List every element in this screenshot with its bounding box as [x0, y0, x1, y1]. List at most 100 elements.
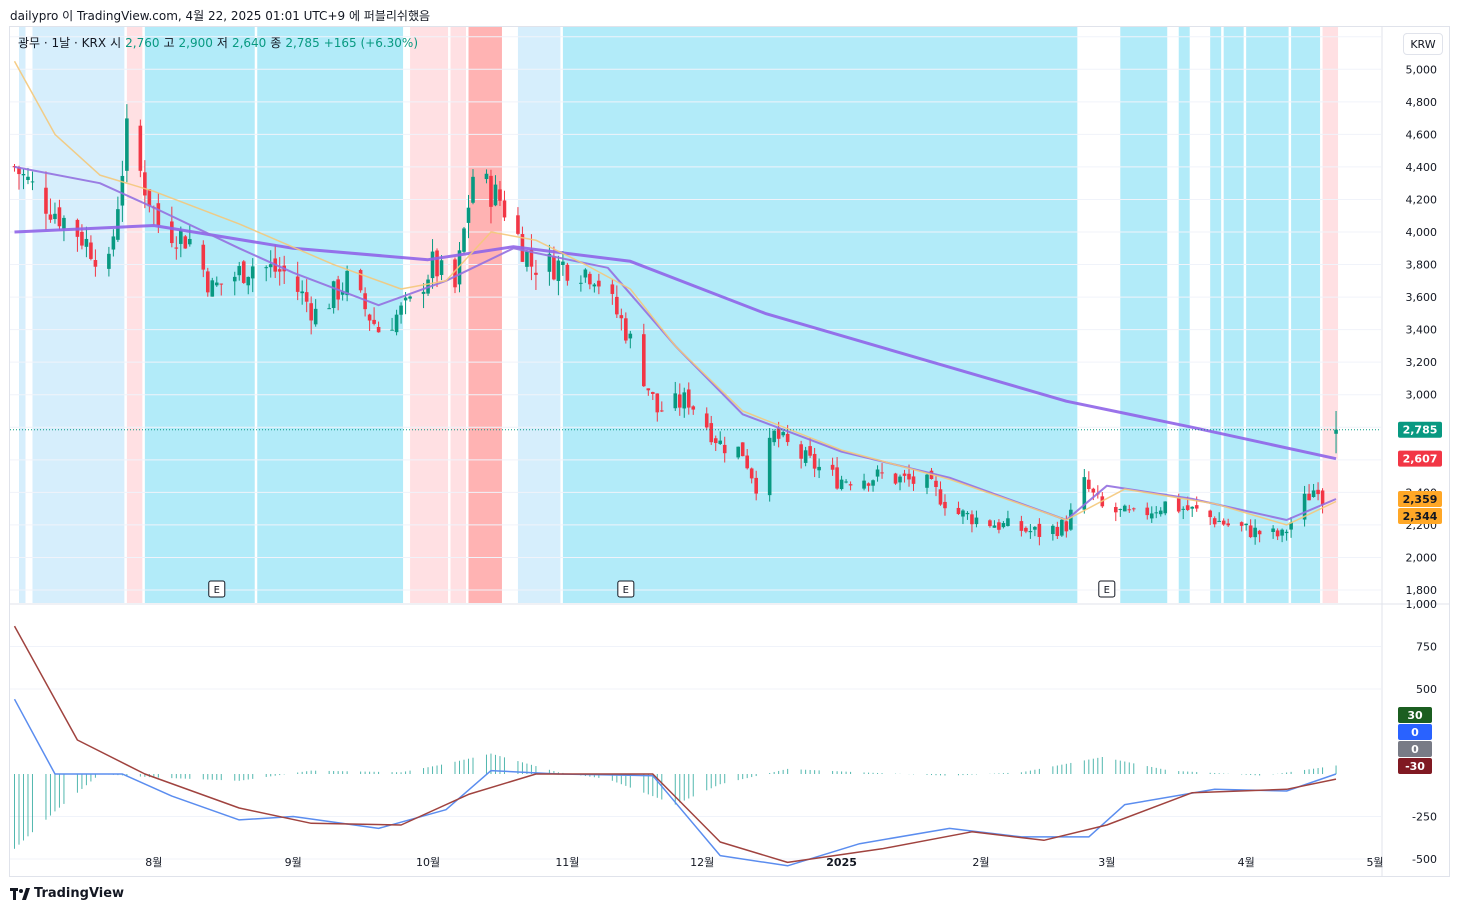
candle-body — [1320, 490, 1325, 505]
price-tag-label: 2,344 — [1403, 510, 1438, 523]
moving-average-line — [13, 60, 1337, 526]
candle-body — [17, 167, 21, 175]
indicator-axis-tick: 750 — [1416, 641, 1437, 654]
legend-change: +165 (+6.30%) — [323, 35, 419, 50]
candle-body — [107, 253, 111, 269]
price-axis-tick: 4,200 — [1406, 193, 1438, 206]
price-tag — [1398, 491, 1442, 508]
candle-body — [358, 270, 363, 291]
candle-body — [682, 392, 687, 409]
candle-body — [183, 236, 188, 249]
candle-body — [956, 507, 961, 515]
candle-body — [1176, 497, 1181, 512]
candle-body — [1028, 531, 1033, 533]
candle-body — [1087, 479, 1091, 490]
legend-symbol[interactable]: 광무 · 1날 · KRX — [18, 36, 107, 50]
candle-body — [498, 189, 502, 201]
candle-body — [1284, 531, 1289, 534]
candle-body — [547, 253, 552, 272]
candle-body — [457, 250, 462, 285]
legend-close-label: 종 — [270, 36, 282, 50]
candle-body — [237, 266, 242, 276]
candle-body — [767, 437, 772, 496]
earnings-marker — [208, 580, 226, 598]
time-axis-tick: 4월 — [1238, 856, 1255, 869]
earnings-marker — [617, 580, 635, 598]
signal-band — [1322, 27, 1339, 603]
price-axis-tick: 4,600 — [1406, 128, 1438, 141]
candle-body — [363, 293, 367, 310]
candle-body — [785, 433, 790, 443]
candle-body — [642, 334, 646, 387]
candle-body — [1208, 510, 1212, 518]
candle-body — [143, 172, 147, 196]
candle-body — [1221, 520, 1226, 525]
price-axis-tick: 2,000 — [1406, 551, 1438, 564]
candle-body — [138, 125, 143, 171]
signal-band — [1223, 27, 1244, 603]
candle-body — [57, 207, 62, 227]
price-axis-tick: 3,400 — [1406, 324, 1438, 337]
candle-body — [943, 501, 947, 509]
candle-body — [880, 472, 884, 474]
price-axis-tick: 3,600 — [1406, 291, 1438, 304]
candle-body — [44, 187, 48, 214]
candle-body — [848, 484, 853, 486]
candle-body — [862, 480, 866, 489]
candle-body — [650, 392, 655, 394]
candle-body — [709, 423, 714, 443]
indicator-axis-tick: 500 — [1416, 683, 1437, 696]
candle-body — [376, 326, 381, 333]
candle-body — [1122, 505, 1127, 512]
candle-body — [718, 440, 723, 444]
candle-body — [462, 228, 466, 252]
candle-body — [1060, 519, 1064, 536]
candle-body — [1024, 527, 1028, 532]
candle-body — [1257, 530, 1262, 535]
candle-body — [1154, 512, 1159, 514]
candle-body — [53, 213, 57, 220]
candle-body — [1217, 520, 1221, 522]
candle-body — [327, 308, 331, 310]
candle-body — [111, 236, 116, 250]
price-tag-label: 2,607 — [1403, 453, 1438, 466]
candle-body — [403, 297, 408, 301]
candle-body — [1307, 493, 1311, 501]
price-tag-label: 2,359 — [1403, 493, 1438, 506]
candle-body — [961, 510, 965, 517]
candle-body — [421, 291, 426, 294]
signal-band — [410, 27, 449, 603]
candle-body — [340, 291, 345, 295]
chart-frame — [9, 26, 1450, 877]
moving-average-line — [14, 224, 1337, 461]
candle-body — [597, 280, 601, 287]
candle-body — [772, 430, 776, 443]
candle-body — [179, 230, 183, 244]
candle-body — [655, 393, 660, 413]
indicator-value-tag-label: -30 — [1405, 760, 1425, 773]
candle-body — [619, 315, 624, 319]
candle-body — [313, 308, 318, 325]
candle-body — [925, 474, 929, 488]
candle-body — [911, 476, 916, 484]
time-axis-tick: 10월 — [416, 856, 440, 869]
candle-body — [938, 489, 943, 505]
signal-band — [517, 27, 561, 603]
candle-body — [1302, 493, 1307, 520]
signal-band — [468, 27, 502, 603]
currency-button[interactable]: KRW — [1403, 33, 1443, 55]
candle-body — [210, 280, 215, 297]
signal-band — [126, 27, 143, 603]
candle-body — [1091, 488, 1096, 493]
candle-body — [1033, 526, 1037, 530]
candle-body — [1113, 507, 1118, 513]
tradingview-logo[interactable]: TradingView — [10, 886, 124, 901]
candle-body — [1248, 525, 1253, 538]
candle-body — [588, 273, 592, 285]
time-axis-tick: 3월 — [1098, 856, 1115, 869]
candle-body — [408, 296, 412, 299]
indicator-axis-tick: 1,000 — [1406, 598, 1438, 611]
legend-low: 2,640 — [231, 35, 267, 50]
signal-band — [257, 27, 404, 603]
